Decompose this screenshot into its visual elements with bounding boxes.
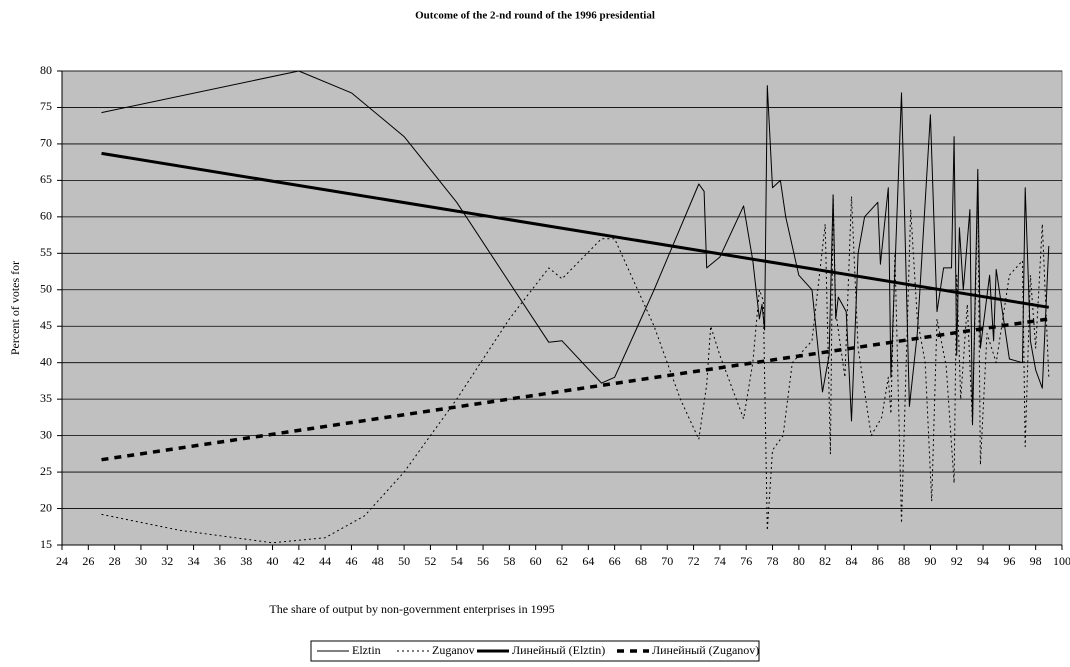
x-tick-label: 98 bbox=[1030, 554, 1042, 568]
y-tick-label: 65 bbox=[40, 172, 52, 186]
y-tick-label: 40 bbox=[40, 354, 52, 368]
x-tick-label: 82 bbox=[819, 554, 831, 568]
chart-title: Outcome of the 2-nd round of the 1996 pr… bbox=[415, 10, 655, 22]
x-tick-label: 92 bbox=[951, 554, 963, 568]
y-tick-label: 70 bbox=[40, 136, 52, 150]
x-tick-label: 90 bbox=[924, 554, 936, 568]
legend-label: Elztin bbox=[352, 643, 381, 657]
x-tick-label: 68 bbox=[635, 554, 647, 568]
y-tick-label: 35 bbox=[40, 391, 52, 405]
x-axis-label: The share of output by non-government en… bbox=[269, 602, 554, 616]
legend-label: Линейный (Zuganov) bbox=[652, 643, 759, 657]
y-tick-label: 25 bbox=[40, 464, 52, 478]
x-tick-label: 100 bbox=[1053, 554, 1070, 568]
x-tick-label: 58 bbox=[503, 554, 515, 568]
x-tick-label: 88 bbox=[898, 554, 910, 568]
x-tick-label: 62 bbox=[556, 554, 568, 568]
x-tick-label: 94 bbox=[977, 554, 989, 568]
x-tick-label: 50 bbox=[398, 554, 410, 568]
x-tick-label: 78 bbox=[767, 554, 779, 568]
y-tick-label: 20 bbox=[40, 500, 52, 514]
x-tick-label: 36 bbox=[214, 554, 226, 568]
legend-box bbox=[310, 640, 760, 662]
x-tick-label: 26 bbox=[82, 554, 94, 568]
x-tick-label: 66 bbox=[609, 554, 621, 568]
x-tick-label: 44 bbox=[319, 554, 331, 568]
legend-label: Линейный (Elztin) bbox=[512, 643, 605, 657]
x-tick-label: 40 bbox=[267, 554, 279, 568]
x-tick-label: 70 bbox=[661, 554, 673, 568]
y-tick-label: 80 bbox=[40, 63, 52, 77]
x-tick-label: 64 bbox=[582, 554, 594, 568]
x-tick-label: 84 bbox=[845, 554, 857, 568]
x-tick-label: 72 bbox=[688, 554, 700, 568]
x-tick-label: 30 bbox=[135, 554, 147, 568]
x-tick-label: 76 bbox=[740, 554, 752, 568]
legend-label: Zuganov bbox=[432, 643, 475, 657]
x-tick-label: 34 bbox=[188, 554, 200, 568]
x-tick-label: 56 bbox=[477, 554, 489, 568]
y-tick-label: 60 bbox=[40, 209, 52, 223]
x-tick-label: 86 bbox=[872, 554, 884, 568]
x-tick-label: 38 bbox=[240, 554, 252, 568]
series-line bbox=[101, 151, 1050, 309]
y-tick-label: 30 bbox=[40, 427, 52, 441]
x-tick-label: 46 bbox=[345, 554, 357, 568]
x-tick-label: 48 bbox=[372, 554, 384, 568]
x-tick-label: 74 bbox=[714, 554, 726, 568]
x-tick-label: 32 bbox=[161, 554, 173, 568]
x-tick-label: 42 bbox=[293, 554, 305, 568]
x-tick-label: 60 bbox=[530, 554, 542, 568]
y-tick-label: 75 bbox=[40, 99, 52, 113]
series-line bbox=[101, 317, 1050, 462]
plot-area bbox=[61, 70, 1063, 546]
series-line bbox=[101, 194, 1050, 544]
x-tick-label: 52 bbox=[424, 554, 436, 568]
y-tick-label: 50 bbox=[40, 282, 52, 296]
x-tick-label: 28 bbox=[109, 554, 121, 568]
x-tick-label: 80 bbox=[793, 554, 805, 568]
y-tick-label: 45 bbox=[40, 318, 52, 332]
x-tick-label: 54 bbox=[451, 554, 463, 568]
series-line bbox=[101, 70, 1050, 426]
y-axis-label: Percent of votes for bbox=[8, 261, 22, 355]
y-tick-label: 15 bbox=[40, 537, 52, 551]
y-tick-label: 55 bbox=[40, 245, 52, 259]
x-tick-label: 24 bbox=[56, 554, 68, 568]
x-tick-label: 96 bbox=[1003, 554, 1015, 568]
